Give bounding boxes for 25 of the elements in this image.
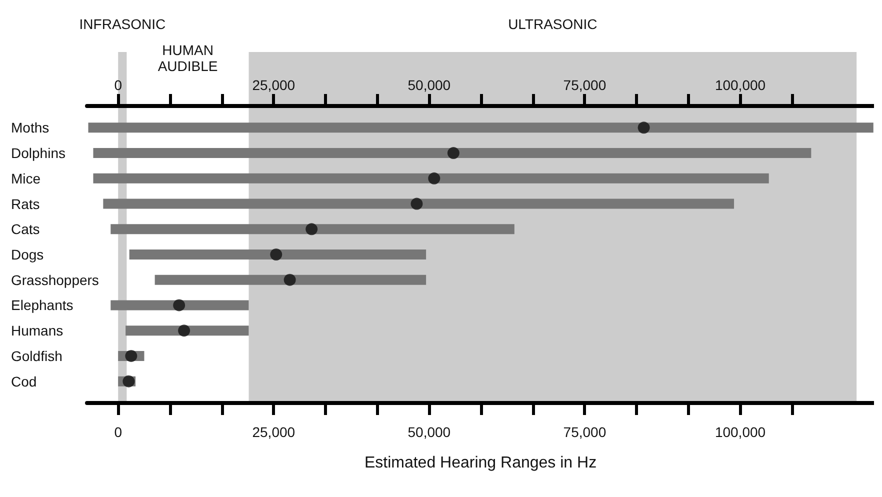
y-tick-label: Cod bbox=[11, 373, 37, 390]
x-tick-label: 0 bbox=[114, 77, 122, 93]
x-axis-title: Estimated Hearing Ranges in Hz bbox=[364, 454, 597, 472]
y-tick-label: Rats bbox=[11, 196, 40, 212]
y-tick-label: Dolphins bbox=[11, 145, 66, 162]
y-tick-label: Grasshoppers bbox=[11, 272, 99, 288]
x2-tick-label: 25,000 bbox=[252, 424, 296, 440]
y-tick-label: Dogs bbox=[11, 246, 44, 262]
y-tick-label: Humans bbox=[11, 322, 64, 339]
band-label: ULTRASONIC bbox=[508, 16, 598, 32]
band-label: HUMAN AUDIBLE bbox=[158, 42, 218, 74]
x2-tick-label: 0 bbox=[114, 424, 122, 440]
band-label: INFRASONIC bbox=[79, 16, 166, 32]
x-tick-label: 75,000 bbox=[563, 77, 606, 93]
x2-tick-label: 75,000 bbox=[563, 424, 606, 440]
y-tick-label: Goldfish bbox=[11, 348, 62, 364]
y-tick-label: Moths bbox=[11, 120, 50, 136]
x2-tick-label: 50,000 bbox=[408, 424, 451, 440]
x-tick-label: 100,000 bbox=[714, 77, 766, 93]
y-tick-label: Cats bbox=[11, 221, 40, 238]
x2-tick-label: 100,000 bbox=[714, 424, 766, 440]
y-tick-label: Elephants bbox=[11, 297, 74, 314]
x-tick-label: 50,000 bbox=[408, 77, 451, 93]
y-tick-label: Mice bbox=[11, 170, 41, 186]
x-tick-label: 25,000 bbox=[252, 77, 296, 93]
